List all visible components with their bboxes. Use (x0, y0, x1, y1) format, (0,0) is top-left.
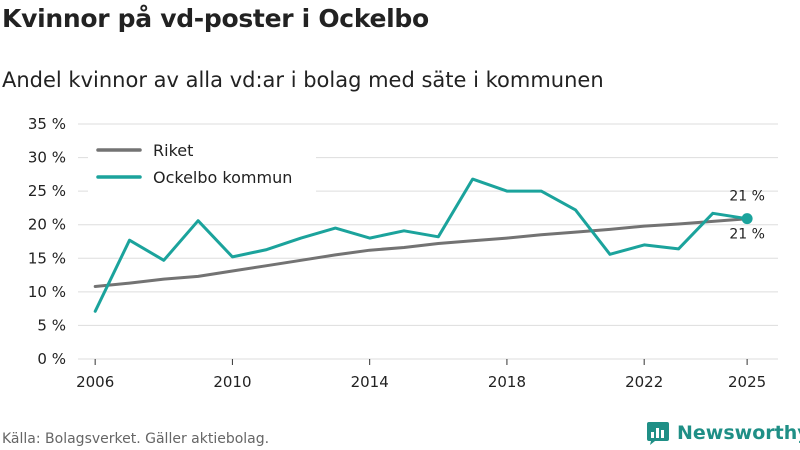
series-lines (93, 177, 753, 313)
legend: Riket Ockelbo kommun (88, 134, 316, 194)
legend-label-ockelbo: Ockelbo kommun (153, 168, 292, 187)
series-line-riket (93, 217, 749, 288)
x-tick-label: 2022 (625, 373, 663, 391)
chart-subtitle: Andel kvinnor av alla vd:ar i bolag med … (2, 68, 604, 92)
end-label: 21 % (729, 189, 765, 205)
brand-logo: Newsworthy (645, 420, 800, 446)
legend-background (88, 134, 316, 194)
end-point-ockelbo (741, 213, 753, 225)
y-tick-label: 5 % (37, 316, 66, 334)
brand-name: Newsworthy (677, 422, 800, 444)
y-tick-label: 20 % (28, 216, 66, 234)
source-note: Källa: Bolagsverket. Gäller aktiebolag. (2, 431, 270, 447)
y-tick-label: 35 % (28, 115, 66, 133)
y-tick-label: 10 % (28, 283, 66, 301)
newsworthy-logo-icon (647, 422, 669, 445)
end-label: 21 % (729, 227, 765, 243)
x-tick-label: 2018 (488, 373, 526, 391)
y-tick-label: 15 % (28, 249, 66, 267)
y-tick-label: 30 % (28, 149, 66, 167)
y-tick-label: 0 % (37, 350, 66, 368)
x-axis: 2006 2010 2014 2018 2022 2025 (76, 359, 766, 391)
series-line-ockelbo (93, 177, 749, 313)
y-tick-label: 25 % (28, 182, 66, 200)
x-tick-label: 2025 (728, 373, 766, 391)
legend-label-riket: Riket (153, 141, 193, 160)
chart-title: Kvinnor på vd-poster i Ockelbo (2, 4, 429, 33)
y-axis: 0 % 5 % 10 % 15 % 20 % 25 % 30 % 35 % (28, 115, 66, 368)
x-tick-label: 2010 (213, 373, 251, 391)
x-tick-label: 2006 (76, 373, 114, 391)
x-tick-label: 2014 (351, 373, 389, 391)
end-labels: 21 % 21 % (729, 189, 765, 243)
